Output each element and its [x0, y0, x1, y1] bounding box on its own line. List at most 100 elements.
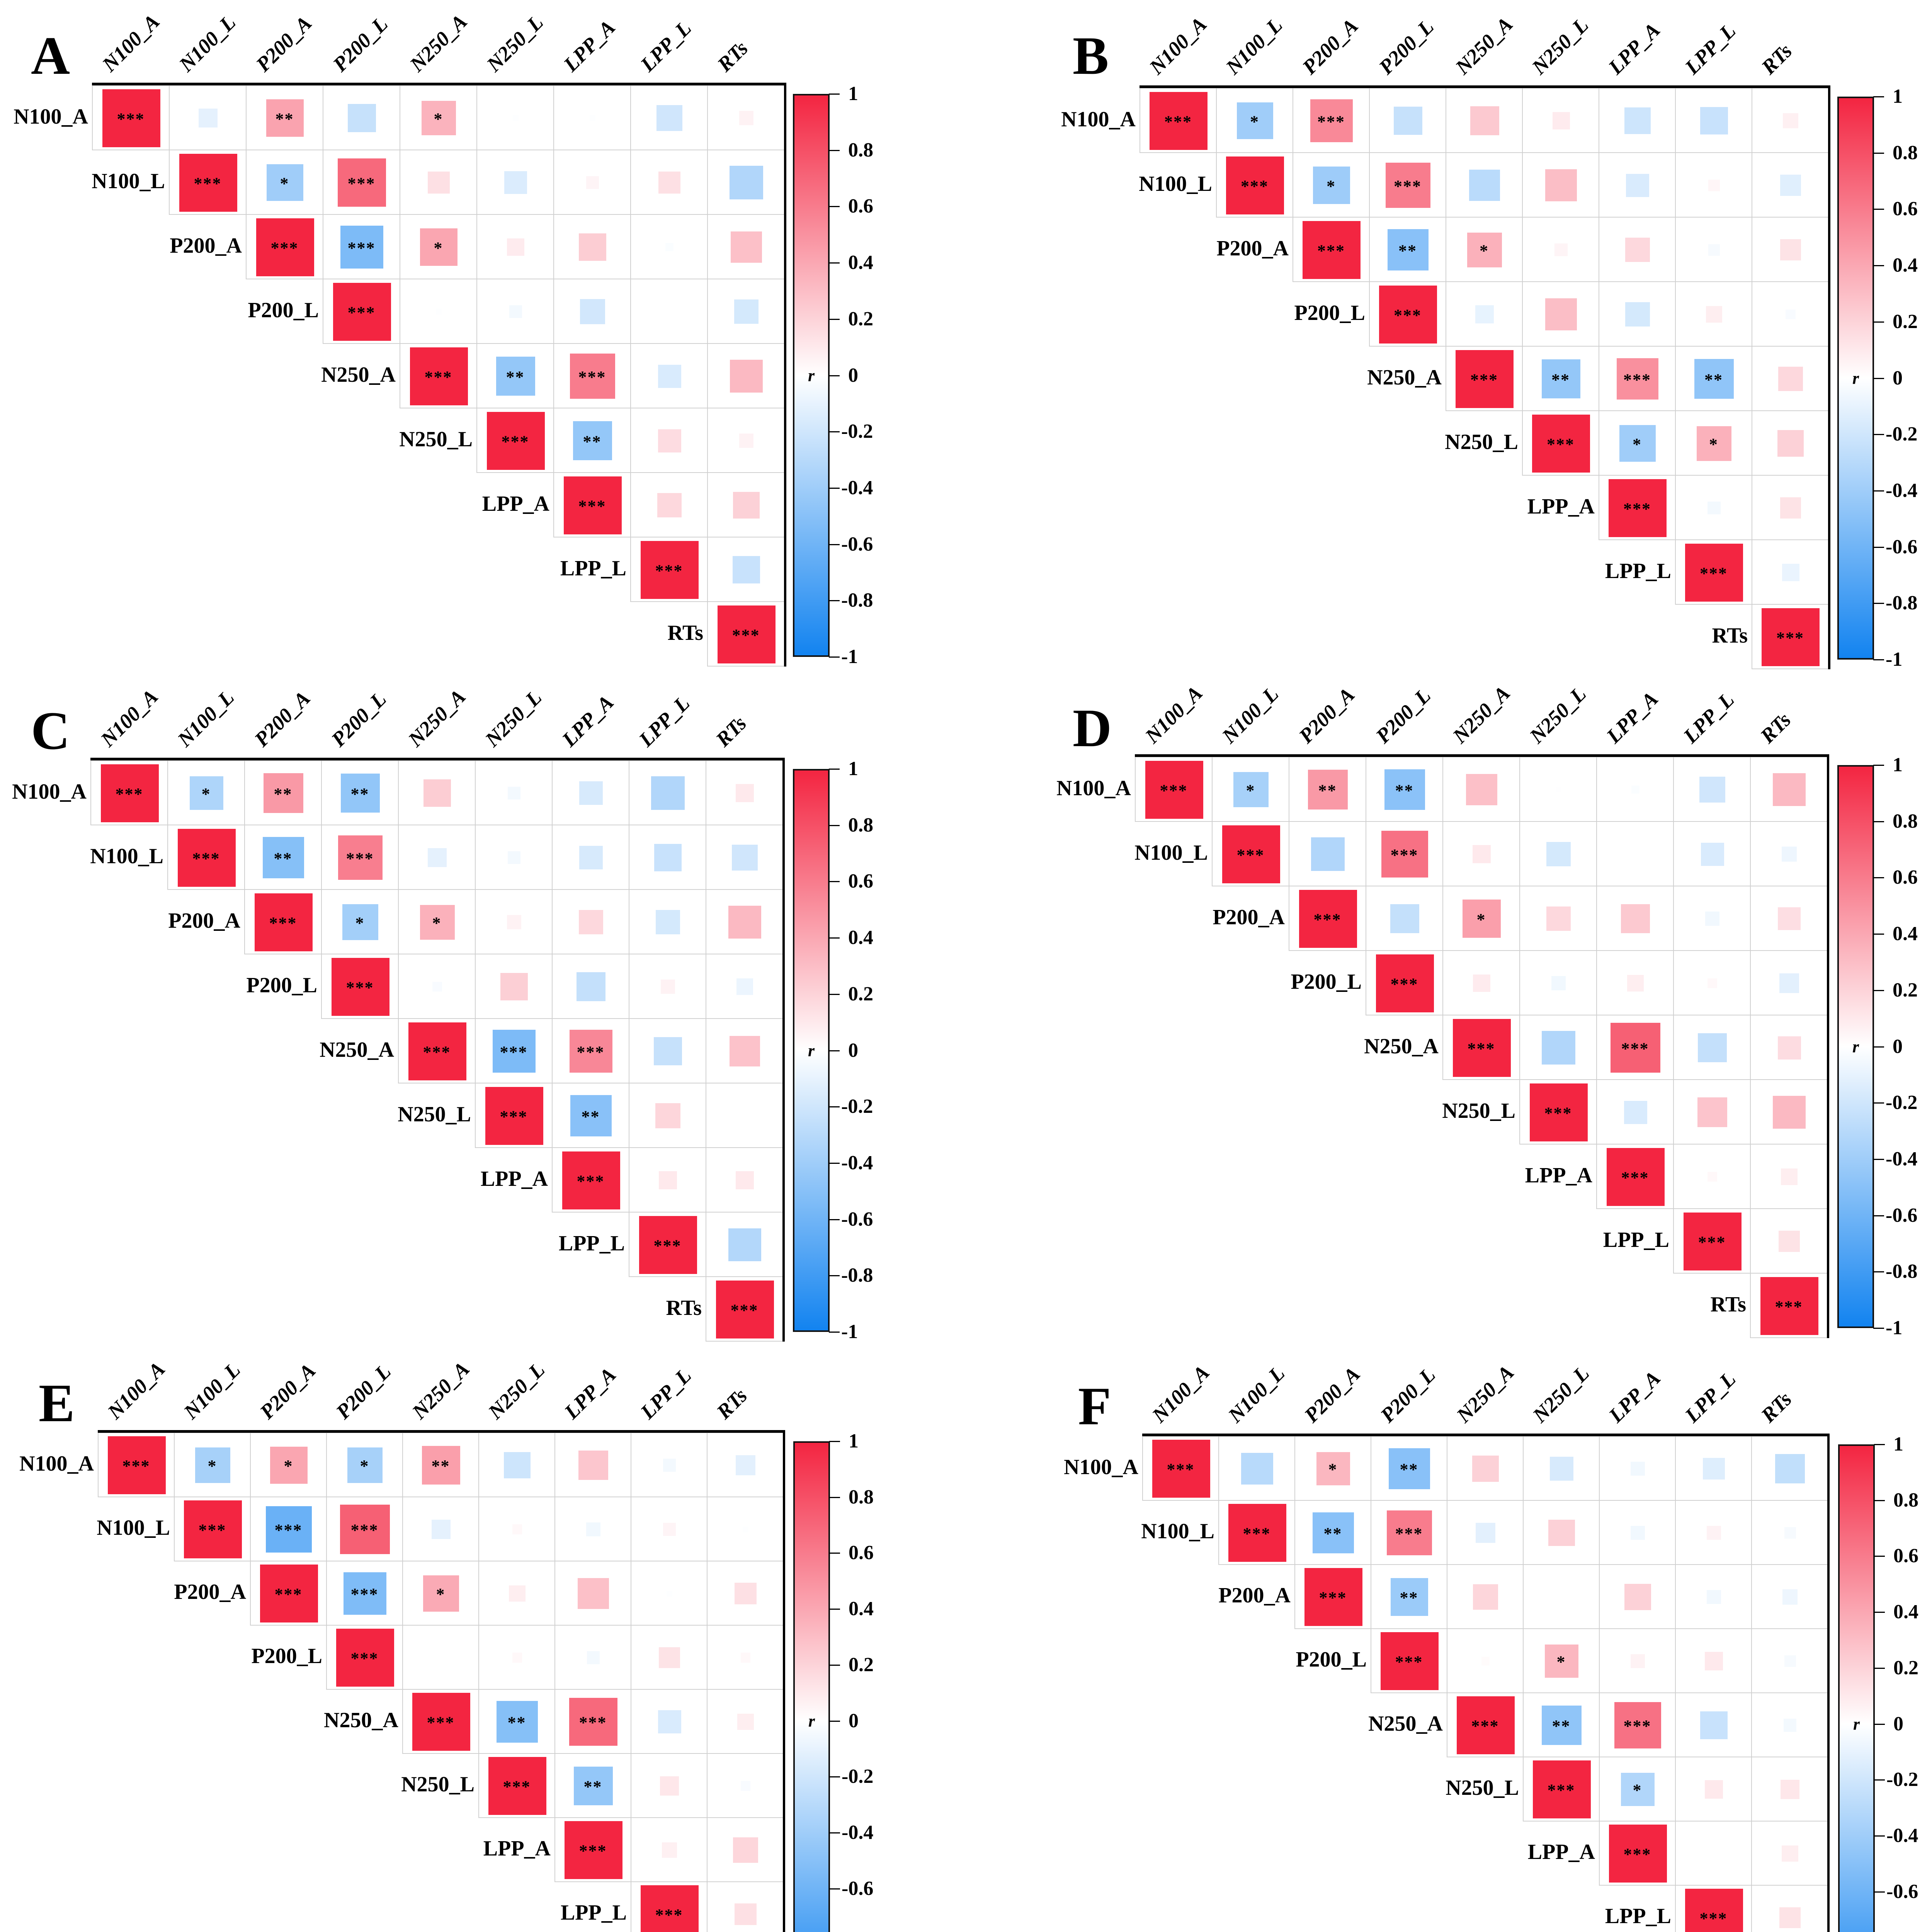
significance-stars: *** [579, 1713, 607, 1732]
row-label: N100_A [19, 1452, 94, 1476]
significance-stars: *** [1621, 1168, 1649, 1187]
correlation-cell: * [246, 150, 323, 215]
significance-stars: ** [1318, 781, 1337, 800]
positive-correlation-square [569, 1697, 617, 1746]
colorbar-tick-label: 0.6 [848, 195, 873, 218]
negative-correlation-square [195, 1447, 231, 1483]
colorbar-title: r [1852, 369, 1859, 388]
significance-stars: *** [1241, 177, 1269, 196]
colorbar-tick-label: -0.4 [842, 1821, 874, 1844]
column-label: N100_L [1223, 1361, 1289, 1427]
significance-stars: *** [655, 561, 683, 580]
colorbar-tick-label: -0.2 [1886, 1092, 1918, 1114]
significance-stars: *** [1390, 975, 1418, 994]
correlation-cell [1751, 1757, 1828, 1821]
positive-correlation-square [1316, 1452, 1350, 1486]
column-label: N100_A [97, 10, 164, 77]
significance-stars: *** [423, 1043, 451, 1062]
column-label: N250_A [1451, 12, 1517, 79]
correlation-cell: *** [169, 150, 247, 215]
significance-stars: *** [1160, 781, 1188, 800]
colorbar-tick-label: 0.2 [848, 983, 873, 1005]
colorbar-tick-label: -1 [1886, 1317, 1903, 1339]
colorbar-tick [829, 881, 840, 883]
colorbar-tick [829, 1832, 840, 1833]
significance-stars: * [1250, 112, 1259, 131]
significance-stars: *** [1470, 370, 1498, 389]
significance-stars: * [1246, 781, 1255, 800]
positive-correlation-square [586, 176, 599, 189]
correlation-cell [629, 760, 706, 825]
correlation-cell: *** [323, 214, 400, 279]
colorbar-tick [829, 431, 840, 433]
colorbar-tick [1873, 96, 1884, 97]
row-label: P200_A [174, 1580, 246, 1604]
negative-correlation-square [1786, 309, 1796, 320]
negative-correlation-square [507, 786, 521, 800]
positive-correlation-square [663, 1523, 676, 1536]
correlation-cell: * [400, 85, 477, 150]
grid-right-border [1828, 85, 1830, 669]
colorbar-tick-label: 0.8 [1893, 810, 1918, 832]
column-label: LPP_L [634, 691, 694, 752]
correlation-cell [629, 954, 706, 1019]
correlation-cell: *** [323, 279, 400, 344]
correlation-cell [1446, 152, 1523, 218]
colorbar-tick-label: -0.2 [841, 1095, 873, 1118]
column-label: P200_A [251, 11, 316, 77]
correlation-cell: * [167, 760, 245, 825]
positive-correlation-square [735, 1582, 757, 1605]
colorbar-tick [829, 1553, 840, 1554]
correlation-cell [1750, 1015, 1828, 1080]
significance-stars: ** [1400, 1460, 1418, 1479]
correlation-cell [707, 408, 785, 473]
positive-correlation-square [1685, 1889, 1743, 1932]
negative-correlation-square [573, 421, 612, 460]
row-label: N250_L [1445, 430, 1518, 454]
positive-correlation-square [563, 476, 622, 534]
positive-correlation-square [1606, 1148, 1665, 1206]
colorbar-tick-label: -1 [841, 646, 858, 668]
negative-correlation-square [1313, 1512, 1354, 1554]
significance-stars: *** [1471, 1716, 1499, 1736]
significance-stars: *** [1775, 1297, 1803, 1316]
correlation-cell [1752, 346, 1829, 411]
significance-stars: *** [117, 109, 145, 129]
positive-correlation-square [488, 1757, 546, 1815]
colorbar-tick [829, 993, 840, 995]
correlation-cell: ** [553, 408, 631, 473]
positive-correlation-square [1152, 1440, 1210, 1498]
colorbar-tick [1873, 1046, 1884, 1048]
correlation-cell: *** [1293, 88, 1370, 153]
column-label: N100_A [1147, 1361, 1214, 1427]
correlation-cell: *** [1371, 1500, 1447, 1565]
significance-stars: *** [194, 174, 222, 193]
positive-correlation-square [1762, 608, 1820, 666]
correlation-cell [630, 472, 708, 537]
panel-letter: B [1073, 26, 1109, 86]
correlation-cell [400, 279, 477, 344]
significance-stars: * [355, 913, 365, 933]
significance-stars: *** [274, 1585, 303, 1604]
negative-correlation-square [431, 1520, 451, 1539]
correlation-cell [1752, 281, 1829, 347]
negative-correlation-square [1705, 912, 1719, 926]
grid-top-border [98, 1430, 785, 1433]
correlation-cell: *** [707, 601, 785, 667]
row-label: LPP_L [1605, 1904, 1671, 1928]
colorbar-tick [1873, 434, 1884, 435]
negative-correlation-square [1387, 229, 1429, 270]
row-label: N100_L [90, 844, 163, 868]
negative-correlation-square [1782, 1589, 1798, 1605]
positive-correlation-square [735, 1903, 757, 1925]
positive-correlation-square [1779, 1907, 1801, 1929]
correlation-cell [1675, 88, 1752, 153]
colorbar-tick-label: 0.8 [1893, 1489, 1918, 1511]
correlation-cell [707, 343, 785, 408]
colorbar-tick-label: -0.2 [1886, 1769, 1918, 1791]
colorbar-tick-label: 0.2 [1893, 310, 1918, 333]
correlation-cell [1751, 1692, 1828, 1757]
negative-correlation-square [1780, 175, 1801, 196]
colorbar-tick [1873, 934, 1884, 935]
positive-correlation-square [1310, 99, 1353, 142]
